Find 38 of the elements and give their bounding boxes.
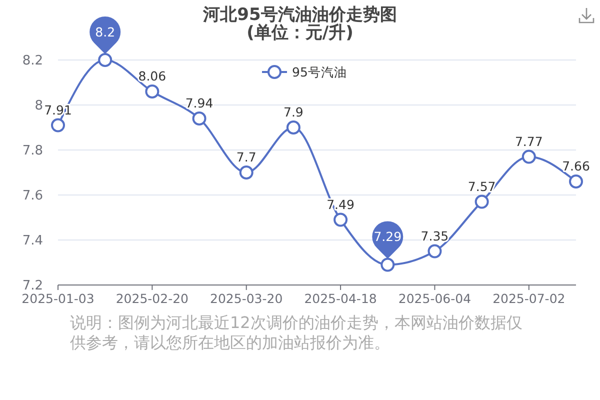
x-tick-label: 2025-02-20: [116, 291, 189, 306]
x-tick-label: 2025-03-20: [210, 291, 283, 306]
x-tick-label: 2025-01-03: [22, 291, 94, 306]
point: [428, 244, 442, 258]
point: [380, 258, 395, 272]
x-tick-label: 2025-06-04: [398, 291, 472, 306]
y-tick-label: 7.4: [22, 234, 43, 249]
point: [145, 84, 160, 98]
data-label: 7.94: [185, 96, 214, 110]
text: 说明：图例为河北最近12次调价的油价走势，本网站油价数据仅供参考，请以您所在地区的加油站报价为准。: [70, 313, 522, 352]
point: [569, 174, 583, 188]
x-tick-label: 2025-07-02: [492, 291, 566, 306]
data-label: 8.06: [138, 68, 166, 84]
y-tick-label: 7.2: [22, 278, 43, 294]
data-label: 7.57: [468, 178, 496, 194]
legend-label: 95号汽油: [292, 64, 347, 80]
y-tick-label: 7.8: [22, 144, 43, 159]
point: [334, 212, 348, 227]
data-label: 7.9: [284, 104, 304, 120]
point: [98, 53, 112, 67]
point: [51, 118, 65, 132]
annotation: 7.29: [374, 229, 402, 244]
point: [239, 166, 254, 180]
chart-subtitle: (单位：元/升): [246, 23, 354, 43]
data-label: 7.7: [236, 150, 256, 164]
y-tick-label: 7.6: [22, 188, 43, 204]
y-tick-label: 8.2: [22, 54, 43, 69]
data-label: 7.35: [420, 228, 449, 244]
x-tick-label: 2025-04-18: [304, 291, 377, 306]
point: [192, 112, 206, 126]
annotation: 8.2: [95, 24, 116, 40]
chart-title: 河北95号汽油油价走势图: [202, 5, 397, 25]
point: [474, 194, 489, 209]
point: [286, 120, 300, 134]
point: [522, 150, 536, 164]
data-label: 7.77: [514, 134, 543, 149]
y-tick-label: 8: [34, 98, 43, 114]
data-label: 7.66: [562, 158, 590, 174]
